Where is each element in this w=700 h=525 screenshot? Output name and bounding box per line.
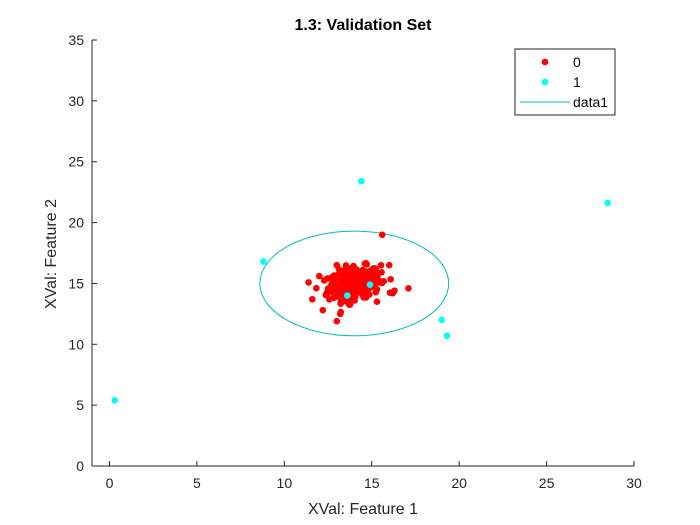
class-0-point: [377, 261, 385, 269]
class-1-point: [357, 177, 365, 185]
class-0-point: [373, 298, 381, 305]
legend-box: [514, 48, 616, 116]
chart-title: 1.3: Validation Set: [295, 17, 433, 34]
class-1-point: [343, 292, 351, 299]
legend: 0 1 data1: [514, 48, 616, 116]
x-tick-label: 20: [451, 475, 467, 491]
class-0-point: [374, 269, 381, 277]
class-0-point: [391, 287, 398, 295]
class-0-point: [305, 279, 312, 286]
class-0-point: [363, 274, 370, 282]
class-0-point: [405, 284, 412, 292]
class-0-point: [308, 295, 316, 303]
class-0-point: [351, 297, 358, 304]
axes-lines: [91, 40, 634, 467]
x-tick-label: 0: [106, 475, 114, 491]
legend-marker-0: [541, 58, 549, 66]
x-axis: 0 5 10 15 20 25 30: [106, 461, 642, 491]
class-0-point: [372, 275, 379, 282]
x-tick-label: 25: [539, 475, 555, 491]
class-0-point: [340, 285, 347, 293]
class-1-point: [604, 199, 612, 207]
class-0-point: [385, 261, 393, 269]
y-axis: 0 5 10 15 20 25 30 35: [68, 32, 97, 474]
class-0-point: [387, 275, 394, 283]
class-0-point: [315, 272, 323, 280]
class-0-point: [333, 261, 341, 269]
class-0-point: [351, 276, 359, 283]
legend-label: data1: [573, 94, 608, 110]
y-tick-label: 10: [68, 336, 84, 352]
class-0-point: [313, 284, 320, 292]
legend-marker-1: [541, 78, 549, 86]
class-0-point: [354, 282, 361, 290]
x-tick-label: 30: [626, 475, 642, 491]
y-axis-label: XVal: Feature 2: [43, 199, 60, 309]
class-0-point: [328, 274, 335, 281]
class-0-point: [338, 278, 345, 286]
legend-label: 1: [573, 74, 581, 90]
class-1-point: [443, 332, 451, 340]
class-0-point: [336, 310, 344, 318]
y-tick-label: 15: [68, 275, 84, 291]
data1-ellipse: [259, 230, 450, 337]
y-tick-label: 25: [68, 154, 84, 170]
class-0-point: [332, 284, 339, 291]
y-tick-label: 0: [76, 458, 84, 474]
class-0-point: [320, 277, 328, 284]
x-tick-label: 10: [277, 475, 293, 491]
class-1-point: [111, 396, 119, 404]
class-0-point: [345, 283, 353, 291]
class-0-point: [333, 317, 341, 325]
class-0-point: [324, 287, 332, 295]
class-0-point: [319, 306, 327, 314]
class-1-points: [111, 177, 612, 404]
y-tick-label: 35: [68, 32, 84, 48]
legend-label: 0: [573, 54, 581, 70]
class-1-point: [438, 316, 445, 324]
x-tick-label: 15: [364, 475, 380, 491]
class-1-point: [260, 258, 267, 265]
class-1-point: [366, 281, 374, 288]
class-0-point: [342, 266, 350, 274]
class-0-point: [372, 288, 380, 296]
class-0-point: [338, 298, 345, 306]
y-tick-label: 20: [68, 215, 84, 231]
class-0-point: [348, 289, 356, 297]
y-tick-label: 5: [76, 397, 84, 413]
decision-boundary: [259, 230, 450, 337]
class-0-point: [363, 289, 370, 296]
class-0-point: [339, 271, 346, 279]
y-tick-label: 30: [68, 93, 84, 109]
x-axis-label: XVal: Feature 1: [308, 501, 418, 518]
class-0-point: [345, 301, 353, 309]
class-0-point: [378, 231, 386, 239]
class-0-point: [363, 260, 370, 268]
class-0-point: [380, 278, 388, 285]
x-tick-label: 5: [193, 475, 201, 491]
